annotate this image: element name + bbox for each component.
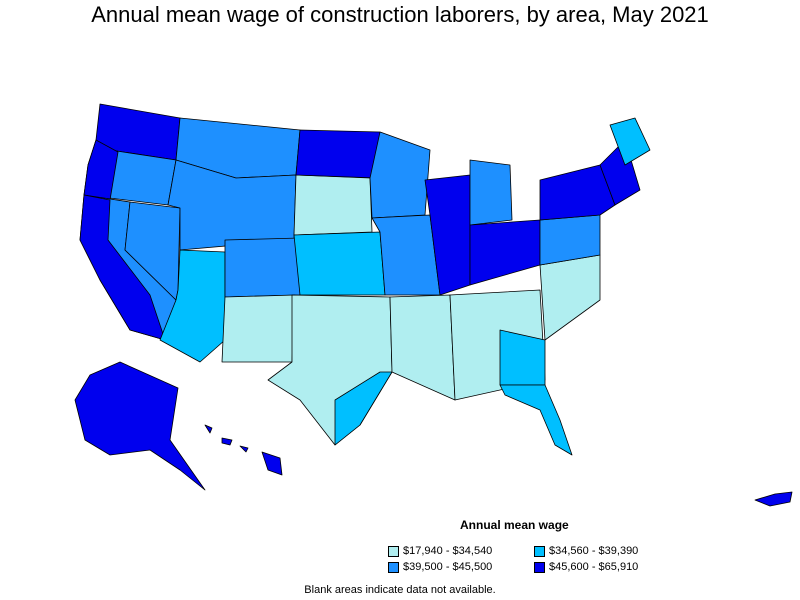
legend-item: $39,500 - $45,500 [388,561,492,573]
region-florida [499,384,573,456]
legend-item: $45,600 - $65,910 [534,561,638,573]
region-ohio-indiana [469,219,541,286]
legend-item: $17,940 - $34,540 [388,545,492,557]
legend-item: $34,560 - $39,390 [534,545,638,557]
legend-label: $45,600 - $65,910 [549,561,639,573]
region-michigan [469,159,513,226]
legend-label: $17,940 - $34,540 [403,545,493,557]
region-dakotas [293,174,373,236]
region-arkansas-louisiana [389,294,456,401]
region-texas-gulf [334,371,393,446]
legend-swatch [534,561,545,573]
region-puerto-rico [754,491,793,507]
region-iowa-missouri [371,214,441,296]
region-illinois-chicago [424,174,471,296]
legend-title: Annual mean wage [460,518,569,532]
region-alaska [74,361,206,491]
legend-label: $39,500 - $45,500 [403,561,493,573]
region-colorado [224,237,301,298]
legend-swatch [388,545,399,557]
map-title: Annual mean wage of construction laborer… [91,2,709,27]
legend-label: $34,560 - $39,390 [549,545,639,557]
region-north-dakota [295,129,381,179]
legend-swatch [534,545,545,557]
footnote: Blank areas indicate data not available. [304,584,496,596]
region-hawaii [261,451,283,476]
region-nebraska-kansas [293,231,386,296]
region-new-mexico [221,294,296,363]
legend-swatch [388,561,399,573]
region-pennsylvania-nj-ny [539,164,616,221]
region-minnesota [369,131,431,219]
region-new-england [599,139,641,206]
region-carolinas [539,254,601,341]
region-georgia [499,329,546,386]
region-maine [609,117,651,166]
region-hawaii-islands [204,424,249,453]
